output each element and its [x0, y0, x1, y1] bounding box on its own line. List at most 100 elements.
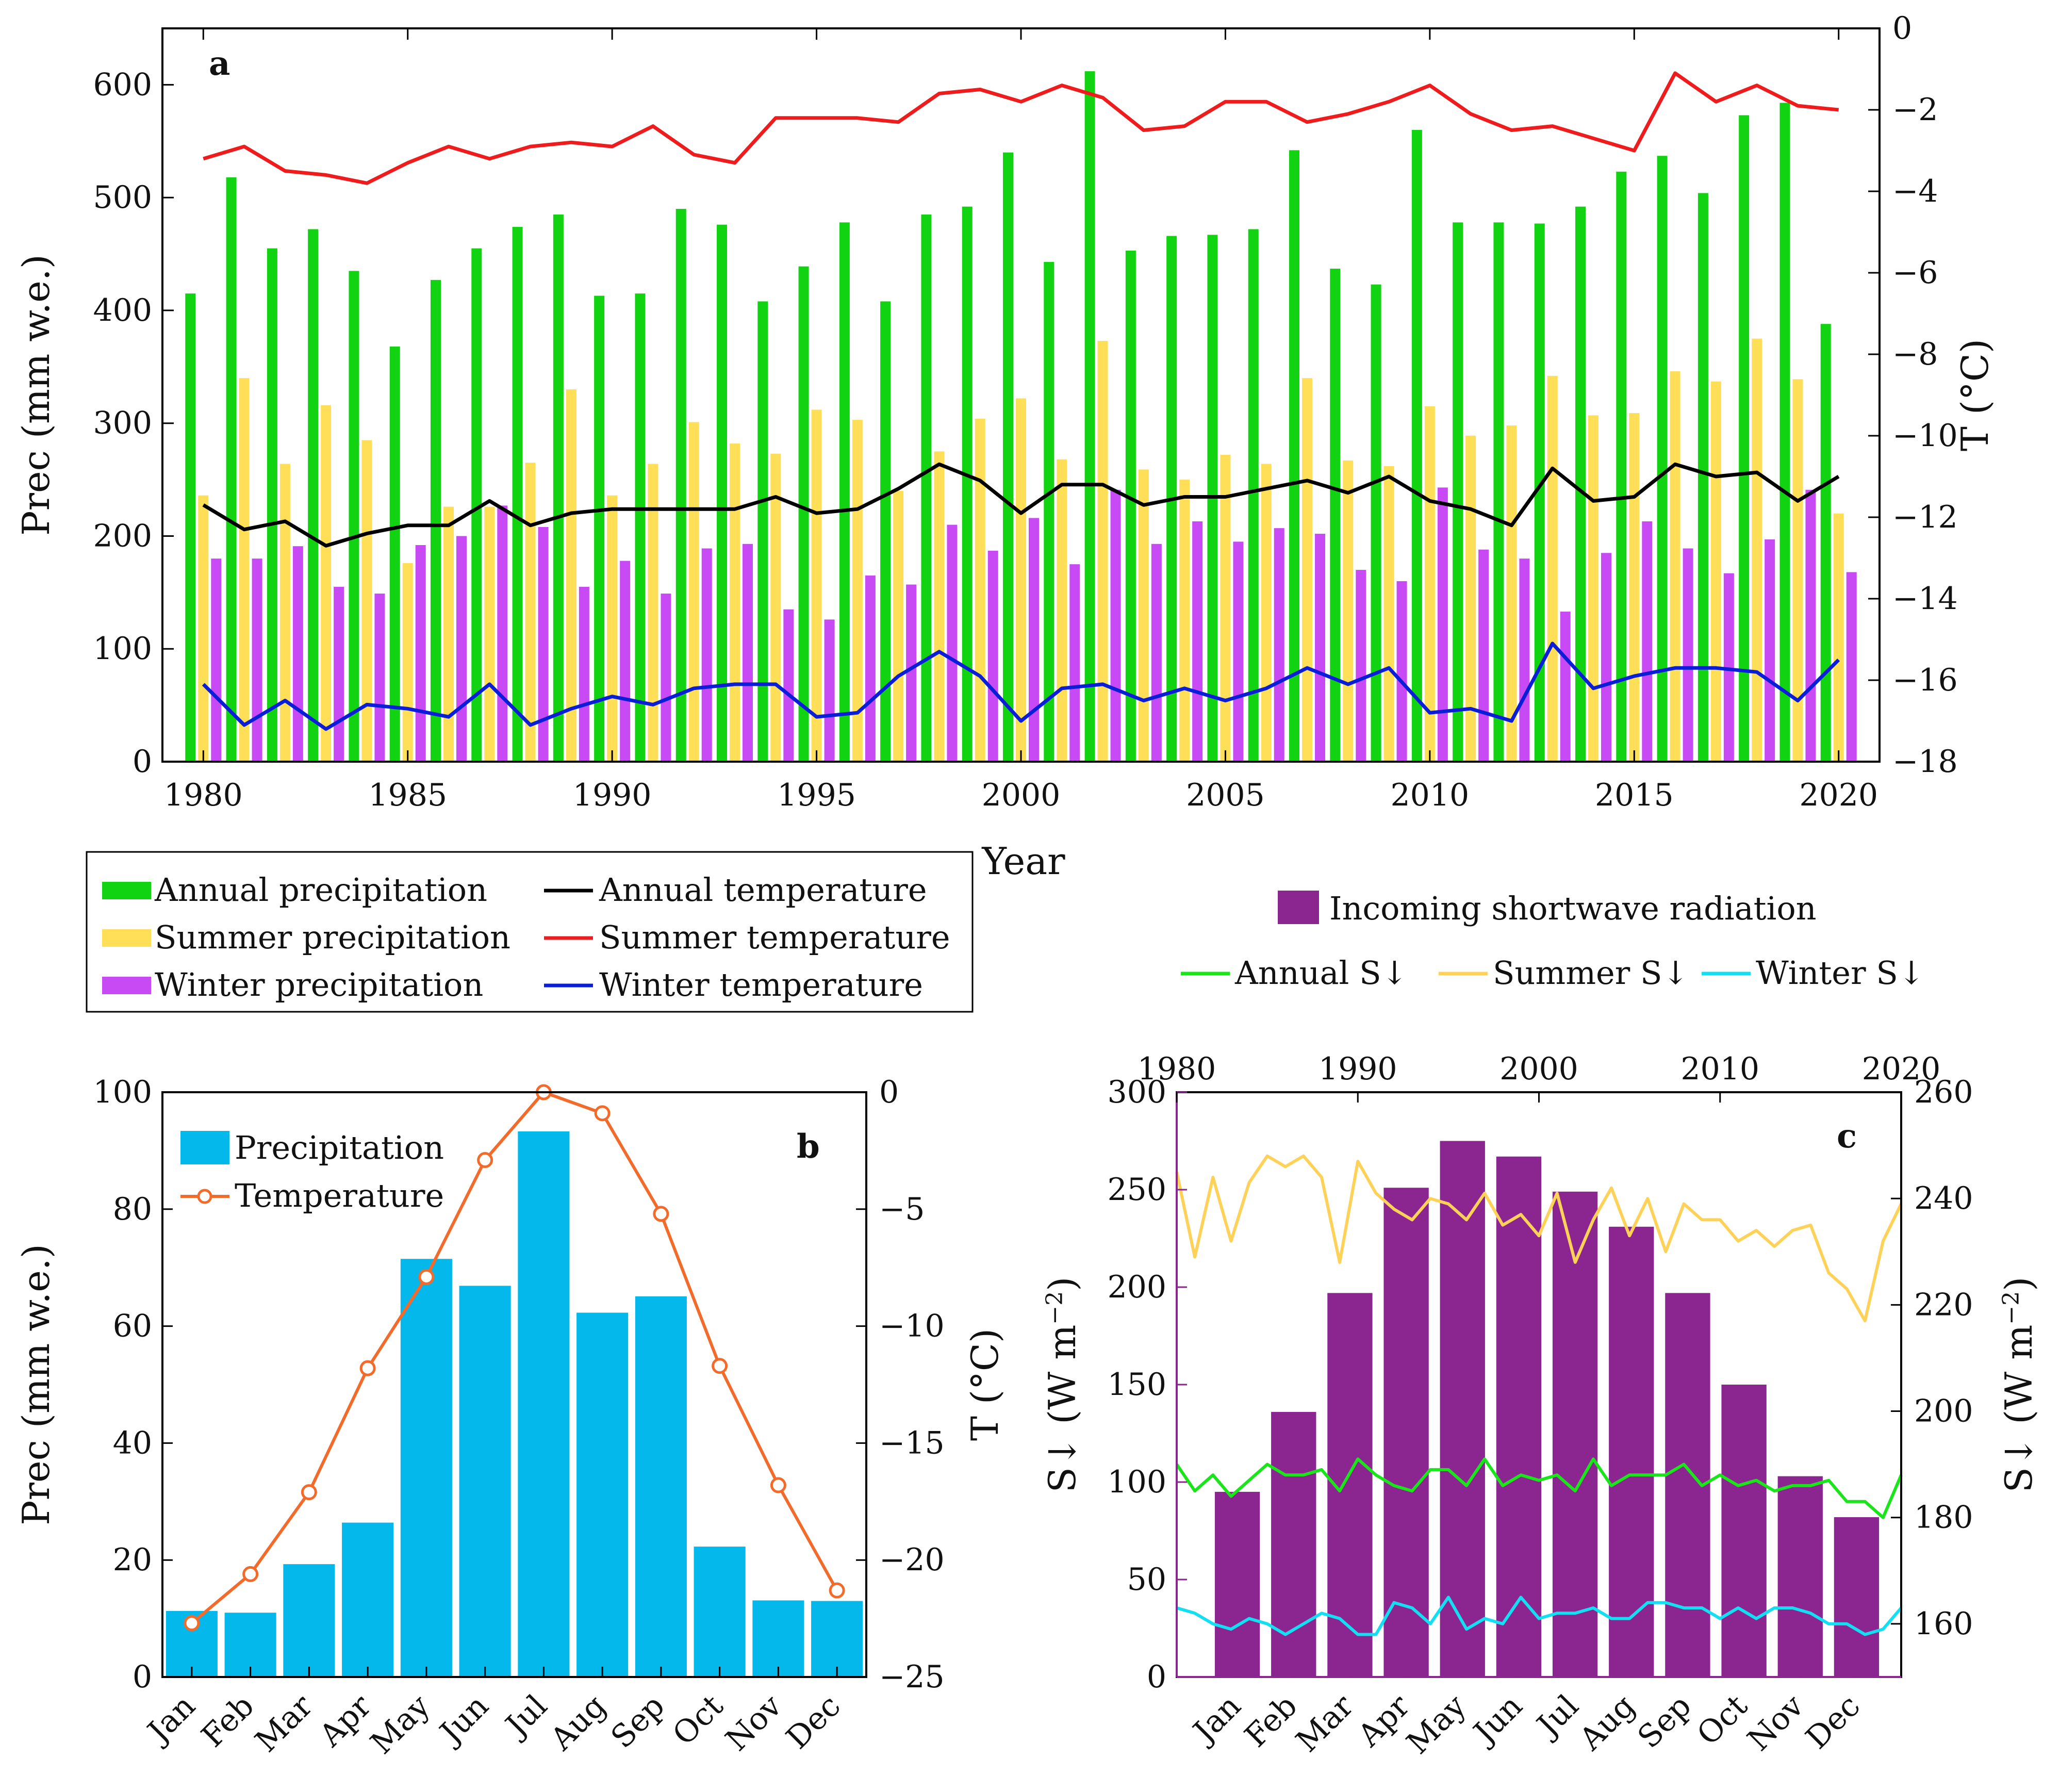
- legend-swatch-annual-prec: [102, 882, 151, 899]
- x-tick-label: Feb: [1238, 1688, 1304, 1754]
- bar-summer-precipitation-2000: [1016, 398, 1026, 762]
- bar-winter-precipitation-2016: [1683, 548, 1693, 762]
- legend-winter-s: Winter S↓: [1756, 954, 1925, 992]
- y2-tick-label: −16: [1892, 662, 1958, 698]
- x-tick-label: Jan: [139, 1688, 202, 1751]
- bar-winter-precipitation-1991: [661, 594, 671, 762]
- y-tick-label: 150: [1107, 1367, 1166, 1403]
- bar-summer-precipitation-1996: [852, 420, 863, 762]
- legend-swatch-precipitation: [180, 1131, 229, 1164]
- bar-winter-precipitation-1982: [292, 546, 303, 762]
- bar-summer-precipitation-1998: [934, 451, 945, 762]
- bar-annual-precipitation-2007: [1289, 150, 1299, 762]
- bar-winter-precipitation-1989: [579, 586, 589, 762]
- bar-radiation-oct: [1721, 1385, 1767, 1677]
- bar-winter-precipitation-1998: [947, 524, 958, 762]
- bar-summer-precipitation-2010: [1424, 406, 1435, 762]
- bar-winter-precipitation-2004: [1192, 521, 1203, 762]
- panel-a-xlabel: Year: [981, 840, 1065, 883]
- line-summer-s-: [1175, 1154, 1903, 1323]
- bar-annual-precipitation-1980: [185, 293, 196, 762]
- y-tick-label: 40: [113, 1425, 152, 1461]
- panel-b-bars: [166, 1131, 863, 1677]
- bar-summer-precipitation-2019: [1792, 379, 1803, 762]
- bar-winter-precipitation-1988: [538, 527, 549, 762]
- y2-tick-label: 200: [1914, 1393, 1973, 1429]
- panel-c-legend: Incoming shortwave radiation Annual S↓ S…: [1181, 890, 1925, 992]
- legend-annual-prec: Annual precipitation: [154, 871, 487, 909]
- bar-summer-precipitation-1981: [239, 378, 250, 762]
- bar-summer-precipitation-1992: [688, 422, 699, 762]
- x-tick-label: May: [364, 1688, 437, 1761]
- y2-tick-label: 0: [1892, 10, 1912, 46]
- x2-tick-label: 1990: [1319, 1051, 1397, 1087]
- bar-summer-precipitation-2011: [1465, 435, 1476, 762]
- bar-winter-precipitation-2012: [1519, 558, 1530, 762]
- x-tick-label: Nov: [719, 1688, 789, 1758]
- x-tick-label: Jun: [431, 1688, 496, 1752]
- legend-swatch-radiation: [1278, 891, 1319, 924]
- panel-a-ylabel: Prec (mm w.e.): [14, 254, 58, 536]
- point-temperature-may: [418, 1269, 435, 1285]
- bar-summer-precipitation-1990: [607, 495, 618, 762]
- x-tick-label: Mar: [248, 1688, 320, 1760]
- bar-summer-precipitation-1997: [893, 490, 904, 762]
- bar-winter-precipitation-1996: [865, 576, 876, 762]
- bar-winter-precipitation-2015: [1642, 521, 1653, 762]
- point-temperature-jan: [184, 1615, 200, 1632]
- bar-winter-precipitation-2002: [1110, 489, 1121, 762]
- point-temperature-jun: [477, 1152, 493, 1169]
- line-summer-temperature: [203, 71, 1839, 185]
- y2-tick-label: −4: [1892, 173, 1938, 209]
- bar-winter-precipitation-1981: [252, 558, 262, 762]
- panel-b-ylabel: Prec (mm w.e.): [14, 1244, 58, 1525]
- x-tick-label: Feb: [194, 1688, 261, 1754]
- bar-winter-precipitation-1995: [824, 619, 835, 762]
- x-tick-label: Jun: [1465, 1688, 1529, 1752]
- x2-tick-label: 2010: [1680, 1051, 1759, 1087]
- bar-precipitation-jul: [518, 1131, 570, 1677]
- x-tick-label: Mar: [1289, 1688, 1361, 1760]
- x-tick-label: Dec: [1799, 1688, 1867, 1756]
- panel-a-ticks: 1980 1985 1990 1995 2000 2005 2010 2015 20200100…: [93, 10, 1957, 813]
- panel-b: 020406080100−25−20−15−10−50JanFebMarAprM…: [14, 1074, 1007, 1761]
- panel-b-axes-box: [161, 1091, 867, 1678]
- bar-summer-precipitation-2017: [1710, 381, 1721, 762]
- legend-swatch-winter-prec: [102, 977, 151, 994]
- bar-annual-precipitation-2002: [1084, 71, 1095, 762]
- panel-c-bars: [1214, 1141, 1880, 1677]
- bar-annual-precipitation-1998: [921, 214, 932, 762]
- point-temperature-sep: [653, 1206, 669, 1222]
- bar-annual-precipitation-1987: [471, 248, 482, 762]
- bar-annual-precipitation-2000: [1003, 152, 1013, 762]
- x-tick-label: 2020: [1799, 777, 1878, 813]
- bar-winter-precipitation-1980: [211, 558, 222, 762]
- bar-winter-precipitation-2001: [1069, 564, 1080, 762]
- bar-summer-precipitation-1982: [279, 464, 290, 762]
- bar-winter-precipitation-1986: [456, 536, 467, 762]
- point-temperature-aug: [594, 1105, 611, 1122]
- bar-annual-precipitation-2018: [1739, 115, 1750, 762]
- y-tick-label: 400: [93, 292, 152, 328]
- bar-winter-precipitation-1990: [620, 561, 631, 762]
- x-tick-label: Sep: [1631, 1688, 1699, 1755]
- x-tick-label: Nov: [1741, 1688, 1811, 1758]
- bar-annual-precipitation-2009: [1371, 284, 1381, 762]
- bar-winter-precipitation-2018: [1765, 539, 1775, 762]
- bar-annual-precipitation-2011: [1453, 222, 1463, 762]
- bar-winter-precipitation-1994: [783, 609, 794, 762]
- x-tick-label: Sep: [604, 1688, 672, 1755]
- bar-radiation-may: [1440, 1141, 1485, 1677]
- y-tick-label: 0: [1147, 1659, 1166, 1695]
- bar-summer-precipitation-1991: [648, 464, 658, 762]
- legend-radiation: Incoming shortwave radiation: [1329, 890, 1817, 927]
- bar-precipitation-nov: [752, 1600, 804, 1677]
- bar-precipitation-mar: [283, 1564, 335, 1677]
- bar-winter-precipitation-1987: [497, 505, 508, 762]
- y2-tick-label: −10: [1892, 418, 1958, 454]
- y2-tick-label: −14: [1892, 581, 1958, 617]
- bar-precipitation-may: [400, 1259, 452, 1677]
- legend-temperature: Temperature: [235, 1177, 444, 1214]
- bar-precipitation-jun: [459, 1286, 511, 1677]
- bar-annual-precipitation-1992: [675, 209, 686, 762]
